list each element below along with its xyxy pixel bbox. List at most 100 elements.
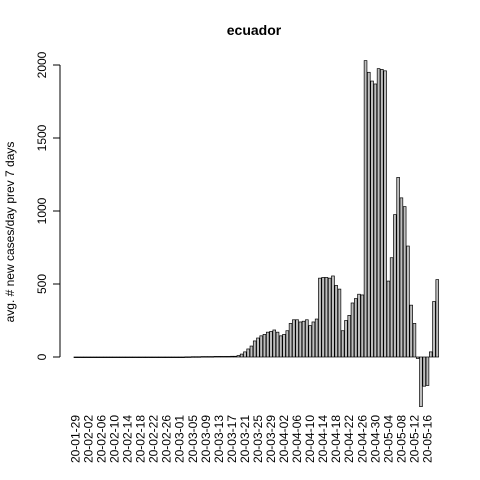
bar [262, 334, 267, 358]
x-tick-label: 20-02-02 [81, 415, 95, 463]
bar [217, 356, 221, 358]
bar [148, 356, 153, 358]
bar [83, 356, 87, 358]
y-axis: 0 500 1000 1500 2000 [35, 51, 61, 360]
bar [174, 356, 179, 358]
bar [363, 60, 368, 358]
bar [226, 356, 231, 358]
bar [409, 304, 413, 358]
bar [357, 293, 361, 358]
bar [311, 321, 316, 358]
bar [354, 298, 358, 358]
bar [168, 356, 172, 358]
bar [318, 277, 322, 358]
bar [370, 80, 374, 358]
bar [350, 302, 355, 358]
bar [380, 69, 384, 358]
x-tick-label: 20-03-13 [212, 415, 226, 463]
bar [80, 356, 84, 358]
x-tick-label: 20-02-10 [108, 415, 122, 463]
bar [340, 330, 345, 358]
bar [99, 356, 104, 358]
bar [344, 320, 348, 358]
bar [295, 319, 299, 358]
bar [415, 356, 420, 359]
bar [112, 356, 117, 358]
x-tick-label: 20-04-30 [368, 415, 382, 463]
bar [119, 356, 123, 358]
bar [334, 285, 338, 358]
bar [321, 277, 325, 358]
bar [233, 355, 237, 358]
x-tick-label: 20-04-18 [329, 415, 343, 463]
x-tick-label: 20-04-02 [277, 415, 291, 463]
bar [132, 356, 136, 358]
x-tick-label: 20-02-22 [147, 415, 161, 463]
bar [236, 355, 241, 358]
x-tick-label: 20-04-10 [303, 415, 317, 463]
bar [360, 294, 365, 358]
bar [432, 301, 436, 358]
bar [106, 356, 110, 358]
x-tick-label: 20-03-05 [186, 415, 200, 463]
x-tick-label: 20-04-06 [290, 415, 304, 463]
bar [272, 329, 277, 358]
x-tick-label: 20-04-22 [342, 415, 356, 463]
x-tick-label: 20-03-01 [173, 415, 187, 463]
bar [285, 330, 290, 358]
bar [282, 334, 286, 358]
x-tick-label: 20-02-26 [160, 415, 174, 463]
bar [314, 318, 319, 358]
bar [122, 356, 127, 358]
bar [428, 351, 433, 358]
bar [393, 214, 397, 358]
bar [292, 319, 296, 358]
x-axis: 20-01-29 20-02-02 20-02-06 20-02-10 20-02-14… [68, 415, 434, 463]
bar [89, 356, 94, 358]
bar [301, 320, 306, 358]
x-tick-label: 20-05-12 [407, 415, 421, 463]
bar [207, 356, 211, 358]
bar [376, 68, 381, 358]
bar [386, 280, 391, 358]
bar [396, 177, 400, 358]
bar [109, 356, 114, 358]
x-tick-label: 20-03-17 [225, 415, 239, 463]
x-tick-label: 20-05-04 [381, 415, 395, 463]
bar [422, 356, 426, 387]
x-tick-label: 20-03-25 [251, 415, 265, 463]
bar [305, 319, 309, 358]
bars-layer [73, 60, 440, 407]
bar [337, 288, 342, 358]
bar [158, 356, 162, 358]
x-tick-label: 20-04-14 [316, 415, 330, 463]
bar [204, 356, 208, 358]
bar [419, 356, 423, 407]
bar [187, 356, 192, 358]
bar [256, 337, 260, 358]
bar [86, 356, 91, 358]
bar [230, 355, 234, 358]
x-tick-label: 20-03-09 [199, 415, 213, 463]
bar [194, 356, 198, 358]
x-tick-label: 20-02-14 [121, 415, 135, 463]
bar [125, 356, 130, 358]
x-tick-label: 20-02-18 [134, 415, 148, 463]
bar [76, 356, 81, 358]
bar [164, 356, 169, 358]
bar [383, 70, 387, 358]
bar [135, 356, 140, 358]
x-tick-label: 20-01-29 [68, 415, 82, 463]
bar [73, 356, 78, 358]
bar [259, 335, 263, 358]
bar [367, 71, 371, 358]
bar [435, 279, 440, 358]
bar [197, 356, 202, 358]
x-tick-label: 20-04-26 [355, 415, 369, 463]
bar [220, 356, 224, 358]
bar [275, 331, 280, 358]
y-tick-label: 500 [35, 274, 49, 294]
bar [213, 356, 218, 358]
y-tick-label: 1500 [35, 124, 49, 151]
bar [373, 83, 378, 358]
